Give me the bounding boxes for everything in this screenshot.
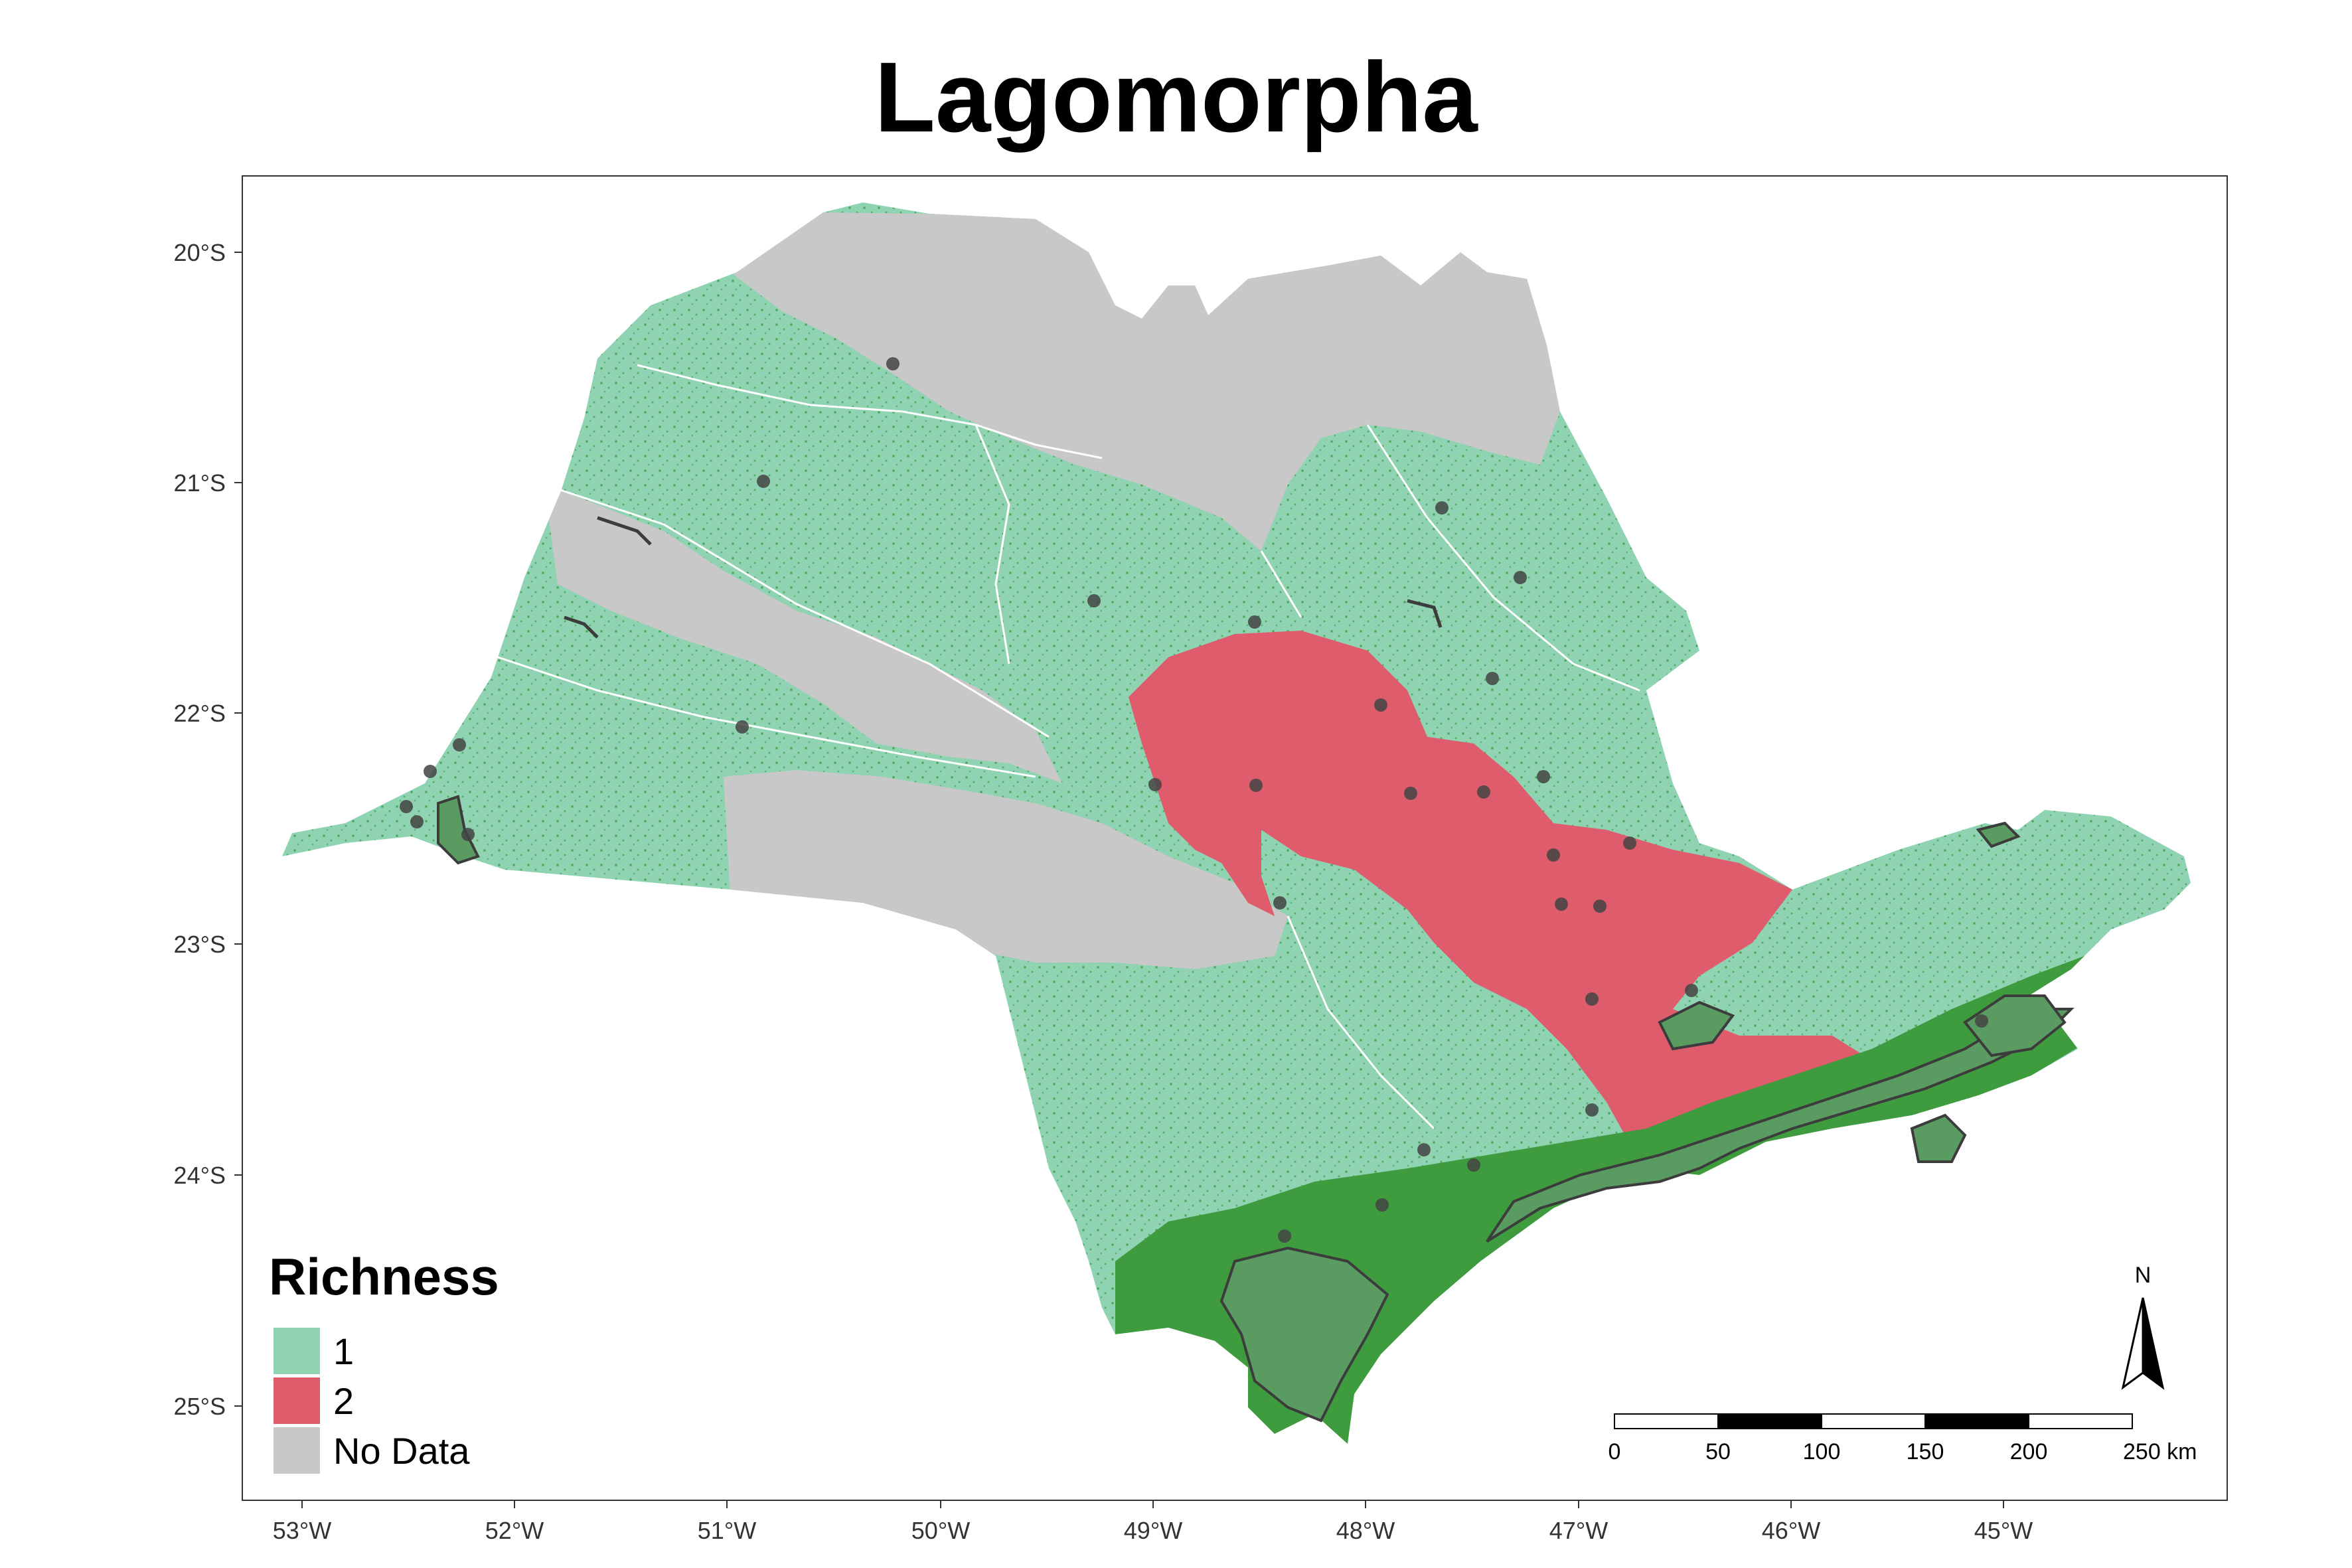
north-arrow-icon [2121,1297,2144,1390]
scale-label: 200 [2010,1439,2048,1464]
protected-areas [437,795,2075,1423]
y-tick-label: 24°S [174,1162,226,1189]
protected-area [1910,1113,1967,1163]
y-tick-label: 25°S [174,1393,226,1420]
occurrence-points [400,357,1988,1243]
y-tick-label: 21°S [174,469,226,497]
protected-area [1219,1246,1389,1423]
x-tick-label: 51°W [698,1517,756,1544]
x-tick-label: 47°W [1549,1517,1608,1544]
north-label: N [2135,1263,2152,1288]
protected-area [1658,1000,1735,1051]
protected-area [1976,821,2021,848]
y-tick-label: 22°S [174,700,226,727]
scale-label: 100 [1803,1439,1841,1464]
x-axis-labels: 53°W 52°W 51°W 50°W 49°W 48°W 47°W 46°W … [273,1517,2033,1544]
no-data-region-west [544,485,1062,783]
y-tick-label: 23°S [174,931,226,958]
scale-bar: 0 50 100 150 200 250 km [1608,1413,2197,1464]
scale-label: 250 km [2123,1439,2197,1464]
legend-swatch-no-data [274,1427,320,1474]
north-arrow-icon-dark [2142,1297,2165,1390]
scale-label: 0 [1608,1439,1621,1464]
x-tick-label: 45°W [1974,1517,2033,1544]
legend-title: Richness [269,1247,499,1306]
legend-swatch-2 [274,1377,320,1424]
x-tick-label: 53°W [273,1517,331,1544]
map-title: Lagomorpha [874,41,1478,153]
legend: Richness 1 2 No Data [269,1247,499,1474]
no-data-region-north [730,212,1560,551]
scale-label: 150 [1907,1439,1944,1464]
north-arrow: N [2121,1263,2165,1390]
watershed-boundaries [497,364,1640,1130]
protected-area [1963,994,2067,1058]
x-tick-label: 49°W [1124,1517,1182,1544]
legend-label: 1 [333,1330,354,1372]
x-tick-label: 50°W [911,1517,970,1544]
protected-area-outlines [564,516,1443,639]
legend-label: 2 [333,1380,354,1422]
legend-swatch-1 [274,1328,320,1374]
x-tick-label: 52°W [485,1517,544,1544]
scale-label: 50 [1705,1439,1731,1464]
y-tick-label: 20°S [174,239,226,266]
legend-label: No Data [333,1430,470,1472]
protected-area [437,795,480,865]
x-tick-label: 46°W [1762,1517,1820,1544]
plot-panel [242,175,2228,1501]
axis-ticks [234,252,2004,1508]
y-axis-labels: 20°S 21°S 22°S 23°S 24°S 25°S [174,239,226,1420]
x-tick-label: 48°W [1336,1517,1395,1544]
